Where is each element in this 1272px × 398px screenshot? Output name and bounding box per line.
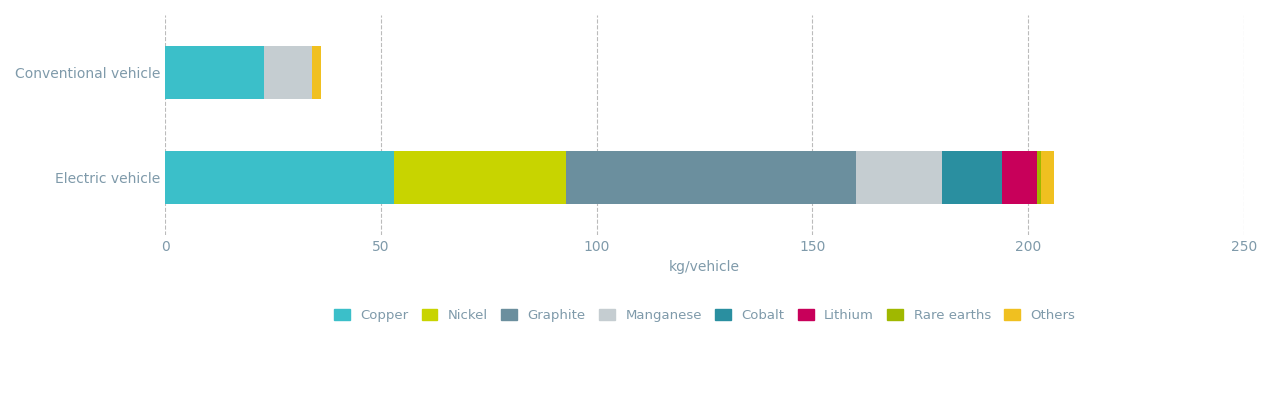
Bar [566, 151, 856, 204]
Bar [1040, 151, 1054, 204]
Bar [856, 151, 941, 204]
Bar [312, 47, 321, 99]
Legend: Copper, Nickel, Graphite, Manganese, Cobalt, Lithium, Rare earths, Others: Copper, Nickel, Graphite, Manganese, Cob… [328, 303, 1080, 327]
Bar [265, 47, 312, 99]
Bar [1002, 151, 1037, 204]
X-axis label: kg/vehicle: kg/vehicle [669, 259, 740, 273]
Bar [1037, 151, 1040, 204]
Bar [941, 151, 1002, 204]
Bar [165, 151, 394, 204]
Bar [394, 151, 566, 204]
Bar [165, 47, 265, 99]
